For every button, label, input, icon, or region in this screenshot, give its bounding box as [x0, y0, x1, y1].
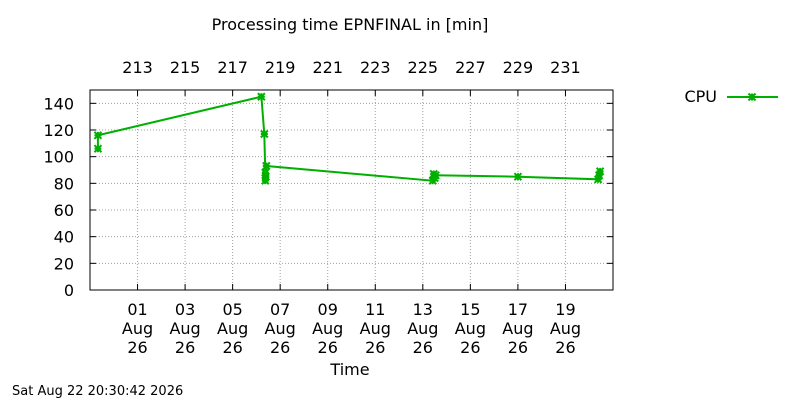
x-tick-label: Aug	[265, 319, 296, 338]
x-tick-label: Aug	[360, 319, 391, 338]
x-tick-label: Aug	[122, 319, 153, 338]
legend: CPU	[684, 87, 778, 106]
x-top-tick-label: 231	[550, 58, 581, 77]
y-tick-label: 120	[43, 121, 74, 140]
legend-label: CPU	[684, 87, 717, 106]
data-point	[262, 161, 271, 171]
timestamp: Sat Aug 22 20:30:42 2026	[12, 384, 183, 399]
y-tick-label: 20	[54, 254, 74, 273]
x-tick-label: 19	[555, 300, 575, 319]
x-tick-label: 26	[175, 338, 195, 357]
x-tick-label: 05	[222, 300, 242, 319]
x-tick-label: 15	[460, 300, 480, 319]
x-top-tick-label: 227	[455, 58, 486, 77]
x-top-tick-label: 229	[503, 58, 534, 77]
x-tick-label: Aug	[550, 319, 581, 338]
x-tick-label: 26	[222, 338, 242, 357]
x-tick-label: 13	[413, 300, 433, 319]
y-tick-label: 140	[43, 94, 74, 113]
x-tick-label: Aug	[407, 319, 438, 338]
x-tick-label: 26	[270, 338, 290, 357]
x-axis-label: Time	[329, 360, 369, 379]
data-point	[431, 171, 440, 180]
x-tick-label: 11	[365, 300, 385, 319]
x-tick-label: 26	[127, 338, 147, 357]
x-tick-label: 01	[127, 300, 147, 319]
x-top-tick-label: 213	[122, 58, 153, 77]
data-point	[93, 131, 103, 140]
x-tick-label: 26	[555, 338, 575, 357]
x-tick-label: 26	[460, 338, 480, 357]
x-tick-label: 26	[365, 338, 385, 357]
x-tick-label: Aug	[312, 319, 343, 338]
data-point	[595, 167, 605, 176]
legend-marker	[747, 92, 757, 102]
plot-frame	[89, 89, 614, 291]
y-tick-label: 40	[54, 228, 74, 247]
chart-title: Processing time EPNFINAL in [min]	[212, 15, 489, 34]
x-tick-label: 26	[413, 338, 433, 357]
series-layer	[93, 92, 605, 185]
x-tick-label: 26	[508, 338, 528, 357]
x-top-tick-label: 219	[265, 58, 296, 77]
axis-ticks: 02040608010012014001Aug2621303Aug2621505…	[43, 58, 613, 357]
x-tick-label: Aug	[455, 319, 486, 338]
x-tick-label: Aug	[502, 319, 533, 338]
x-tick-label: 09	[318, 300, 338, 319]
x-tick-label: Aug	[169, 319, 200, 338]
data-point	[513, 172, 523, 181]
data-point	[261, 172, 271, 181]
data-point	[260, 129, 269, 139]
y-tick-label: 100	[43, 148, 74, 167]
x-top-tick-label: 223	[360, 58, 391, 77]
y-tick-label: 80	[54, 174, 74, 193]
y-tick-label: 0	[64, 281, 74, 300]
x-tick-label: 07	[270, 300, 290, 319]
data-point	[93, 144, 103, 153]
x-tick-label: 17	[508, 300, 528, 319]
x-tick-label: Aug	[217, 319, 248, 338]
x-tick-label: 03	[175, 300, 195, 319]
y-tick-label: 60	[54, 201, 74, 220]
series-line	[96, 95, 602, 182]
data-point	[747, 92, 757, 102]
data-point	[257, 92, 266, 101]
x-top-tick-label: 215	[170, 58, 201, 77]
x-tick-label: 26	[318, 338, 338, 357]
x-top-tick-label: 217	[217, 58, 248, 77]
x-top-tick-label: 225	[408, 58, 439, 77]
grid	[90, 90, 613, 290]
x-top-tick-label: 221	[312, 58, 343, 77]
